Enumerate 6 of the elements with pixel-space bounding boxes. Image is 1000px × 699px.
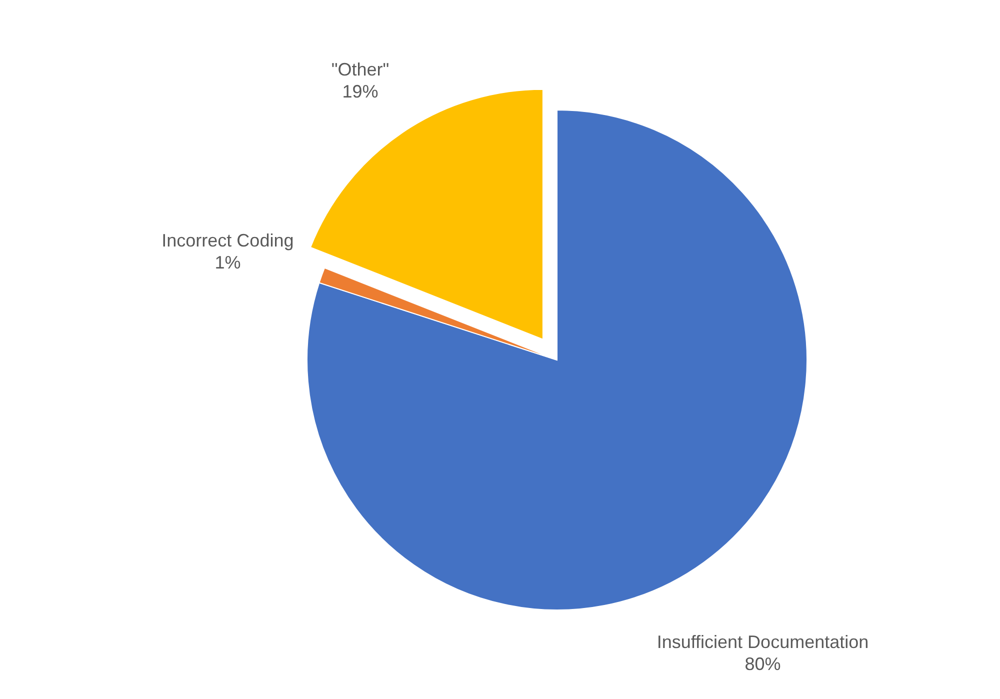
- data-label: 80%: [744, 654, 781, 674]
- data-label: 19%: [342, 82, 378, 102]
- data-label: 1%: [214, 252, 241, 272]
- slice-label: Incorrect Coding: [162, 230, 294, 250]
- slice-label: Insufficient Documentation: [656, 632, 869, 652]
- slice-label: "Other": [331, 60, 390, 80]
